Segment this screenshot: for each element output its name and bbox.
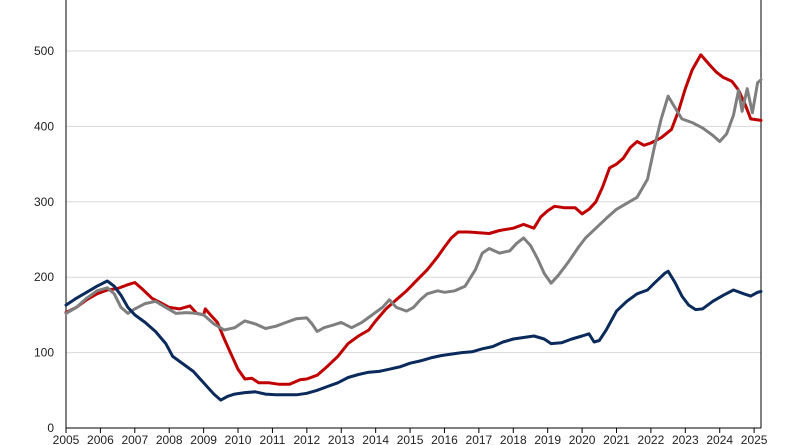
y-tick-label: 0 <box>47 421 54 435</box>
y-tick-label: 400 <box>34 119 54 133</box>
y-tick-label: 300 <box>34 195 54 209</box>
x-tick-label: 2009 <box>190 433 217 445</box>
x-tick-label: 2013 <box>328 433 355 445</box>
series-lines <box>64 53 763 402</box>
x-tick-label: 2021 <box>603 433 630 445</box>
x-tick-label: 2025 <box>741 433 768 445</box>
x-tick-label: 2023 <box>672 433 699 445</box>
x-tick-label: 2020 <box>569 433 596 445</box>
series-line-1 <box>64 53 763 386</box>
x-tick-label: 2022 <box>638 433 665 445</box>
y-tick-label: 200 <box>34 270 54 284</box>
x-tick-label: 2024 <box>706 433 733 445</box>
series-line-3 <box>64 269 763 402</box>
x-tick-label: 2018 <box>500 433 527 445</box>
x-tick-labels: 2005 2006 2007 2008 2009 2010 2011 2012 2013 2014… <box>53 433 768 445</box>
x-tick-label: 2010 <box>225 433 252 445</box>
series-line-2 <box>64 78 763 333</box>
x-tick-label: 2007 <box>121 433 148 445</box>
x-tick-label: 2015 <box>397 433 424 445</box>
x-tick-label: 2016 <box>431 433 458 445</box>
y-tick-label: 500 <box>34 44 54 58</box>
x-tick-label: 2017 <box>466 433 493 445</box>
x-tick-label: 2012 <box>293 433 320 445</box>
x-tick-label: 2006 <box>87 433 114 445</box>
x-tick-label: 2008 <box>156 433 183 445</box>
x-tick-label: 2011 <box>260 433 286 445</box>
x-tick-label: 2005 <box>53 433 80 445</box>
x-tick-label: 2019 <box>534 433 561 445</box>
y-tick-label: 100 <box>34 346 54 360</box>
y-tick-labels: 0 100 200 300 400 500 <box>34 44 54 435</box>
gridlines <box>66 50 761 354</box>
x-tick-label: 2014 <box>362 433 389 445</box>
axes <box>65 0 762 433</box>
